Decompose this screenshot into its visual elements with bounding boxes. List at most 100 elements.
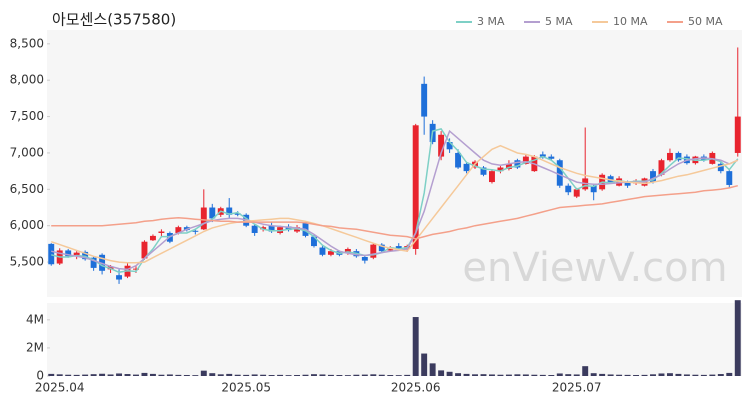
volume-bar <box>522 374 529 376</box>
y-tick-label: 6,000 <box>10 218 44 232</box>
volume-bar <box>726 372 733 376</box>
volume-bar <box>158 374 165 376</box>
candle-body <box>412 125 419 249</box>
volume-bar <box>429 363 436 376</box>
volume-bar <box>175 374 182 376</box>
volume-bar <box>209 373 216 376</box>
volume-bar <box>717 374 724 376</box>
volume-bar <box>446 371 453 376</box>
candle-body <box>260 227 267 230</box>
volume-bar <box>344 375 351 376</box>
candle-body <box>158 231 165 233</box>
candle-body <box>446 142 453 150</box>
y-tick-label: 8,500 <box>10 36 44 50</box>
volume-bar <box>192 375 199 376</box>
volume-bar <box>590 373 597 376</box>
volume-bar <box>99 373 106 376</box>
volume-bar <box>548 375 555 376</box>
volume-bar <box>480 374 487 376</box>
volume-bar <box>666 373 673 376</box>
candle-body <box>548 156 555 159</box>
volume-bar <box>65 374 72 376</box>
candle-body <box>650 171 656 183</box>
y-tick-label: 7,500 <box>10 109 44 123</box>
candle-body <box>658 160 665 175</box>
volume-bar <box>658 373 665 376</box>
candle-body <box>311 236 317 247</box>
x-tick-label: 2025.05 <box>221 381 271 395</box>
candle-body <box>90 257 97 268</box>
candle-body <box>319 247 326 255</box>
volume-bar <box>327 374 334 376</box>
volume-tick-label: 2M <box>26 340 44 354</box>
x-tick-label: 2025.07 <box>552 381 602 395</box>
candle-body <box>438 134 445 157</box>
volume-bar <box>624 374 631 376</box>
candle-body <box>675 152 682 161</box>
volume-bar <box>700 374 707 376</box>
candle-body <box>268 225 275 232</box>
volume-bar <box>556 373 563 376</box>
candle-body <box>378 244 385 252</box>
candle-body <box>556 160 563 186</box>
volume-bar <box>226 373 233 376</box>
chart-title: 아모센스(357580) <box>52 11 176 29</box>
candle-body <box>480 167 487 175</box>
volume-bar <box>217 374 224 376</box>
y-tick-label: 6,500 <box>10 182 44 196</box>
candle-body <box>251 225 258 233</box>
volume-bar <box>336 375 343 376</box>
candle-body <box>522 156 529 164</box>
candle-body <box>175 227 182 233</box>
candle-body <box>539 154 546 157</box>
volume-bar <box>734 300 741 376</box>
x-tick-label: 2025.06 <box>391 381 441 395</box>
volume-tick-label: 4M <box>26 312 44 326</box>
candle-body <box>226 207 233 215</box>
legend-label: 10 MA <box>613 15 648 28</box>
volume-bar <box>260 374 267 376</box>
volume-bar <box>319 374 326 376</box>
candle-body <box>327 251 334 255</box>
volume-bar <box>404 374 411 376</box>
volume-bar <box>149 373 156 376</box>
volume-bar <box>243 374 250 376</box>
volume-bar <box>133 374 139 376</box>
legend-label: 3 MA <box>477 15 505 28</box>
candle-body <box>133 268 139 270</box>
candle-body <box>395 246 402 249</box>
candle-body <box>209 207 216 219</box>
candle-body <box>514 160 521 168</box>
candle-body <box>234 213 241 215</box>
volume-bar <box>56 374 63 376</box>
volume-tick-label: 0 <box>36 369 44 383</box>
candle-body <box>116 275 123 280</box>
candle-body <box>361 256 368 261</box>
volume-bar <box>497 374 504 376</box>
volume-bar <box>675 373 682 376</box>
volume-bar <box>183 375 190 376</box>
volume-bar <box>683 374 690 376</box>
candle-body <box>285 226 292 231</box>
candle-body <box>82 251 89 260</box>
volume-bar <box>455 373 462 376</box>
ma-line <box>50 144 739 264</box>
y-tick-label: 8,000 <box>10 73 44 87</box>
candle-body <box>565 185 572 193</box>
candle-body <box>200 207 207 230</box>
plot-layer: 5,500 6,000 6,500 7,000 7,500 8,000 8,500 0 2M 4M… <box>10 15 741 395</box>
volume-bar <box>607 374 614 376</box>
candle-body <box>421 83 428 117</box>
candle-body <box>192 230 199 232</box>
candle-body <box>505 163 512 169</box>
volume-bar <box>421 353 428 376</box>
y-tick-label: 5,500 <box>10 255 44 269</box>
volume-bar <box>234 374 241 376</box>
volume-bar <box>539 374 546 376</box>
volume-bar <box>565 374 572 376</box>
volume-bar <box>633 375 640 376</box>
volume-bar <box>378 374 385 376</box>
candle-body <box>463 163 470 172</box>
candle-body <box>149 235 156 241</box>
